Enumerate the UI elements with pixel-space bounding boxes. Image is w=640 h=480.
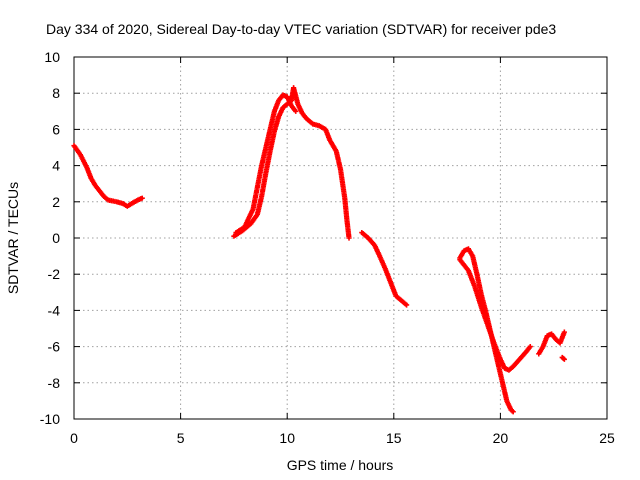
x-tick-label: 0 <box>70 430 78 446</box>
y-tick-label: -2 <box>48 266 61 282</box>
y-tick-label: -10 <box>40 411 60 427</box>
y-tick-label: 2 <box>52 194 60 210</box>
x-tick-label: 5 <box>177 430 185 446</box>
x-tick-label: 15 <box>386 430 402 446</box>
data-point <box>527 344 533 350</box>
tick-labels: 0 5 10 15 20 25 -10 -8 -6 -4 -2 0 2 4 6 8 10 <box>40 49 615 446</box>
data-point <box>510 409 516 415</box>
x-axis-label: GPS time / hours <box>287 457 394 473</box>
data-point <box>139 195 145 201</box>
y-tick-label: 8 <box>52 85 60 101</box>
axis-ticks <box>73 56 608 420</box>
data-point <box>561 329 567 335</box>
x-tick-label: 10 <box>279 430 295 446</box>
data-point <box>561 356 567 362</box>
grid <box>74 57 607 419</box>
x-tick-label: 20 <box>493 430 509 446</box>
y-tick-label: 0 <box>52 230 60 246</box>
y-tick-label: -8 <box>48 375 61 391</box>
data-marks <box>71 85 567 415</box>
data-point <box>293 108 299 114</box>
data-point <box>403 302 410 308</box>
y-tick-label: 6 <box>52 121 60 137</box>
y-tick-label: -4 <box>48 302 61 318</box>
y-axis-label: SDTVAR / TECUs <box>5 182 21 294</box>
y-tick-label: -6 <box>48 339 61 355</box>
y-tick-label: 4 <box>52 158 60 174</box>
chart-title: Day 334 of 2020, Sidereal Day-to-day VTE… <box>46 21 556 37</box>
data-point <box>346 235 352 241</box>
x-tick-label: 25 <box>599 430 615 446</box>
y-tick-label: 10 <box>44 49 60 65</box>
